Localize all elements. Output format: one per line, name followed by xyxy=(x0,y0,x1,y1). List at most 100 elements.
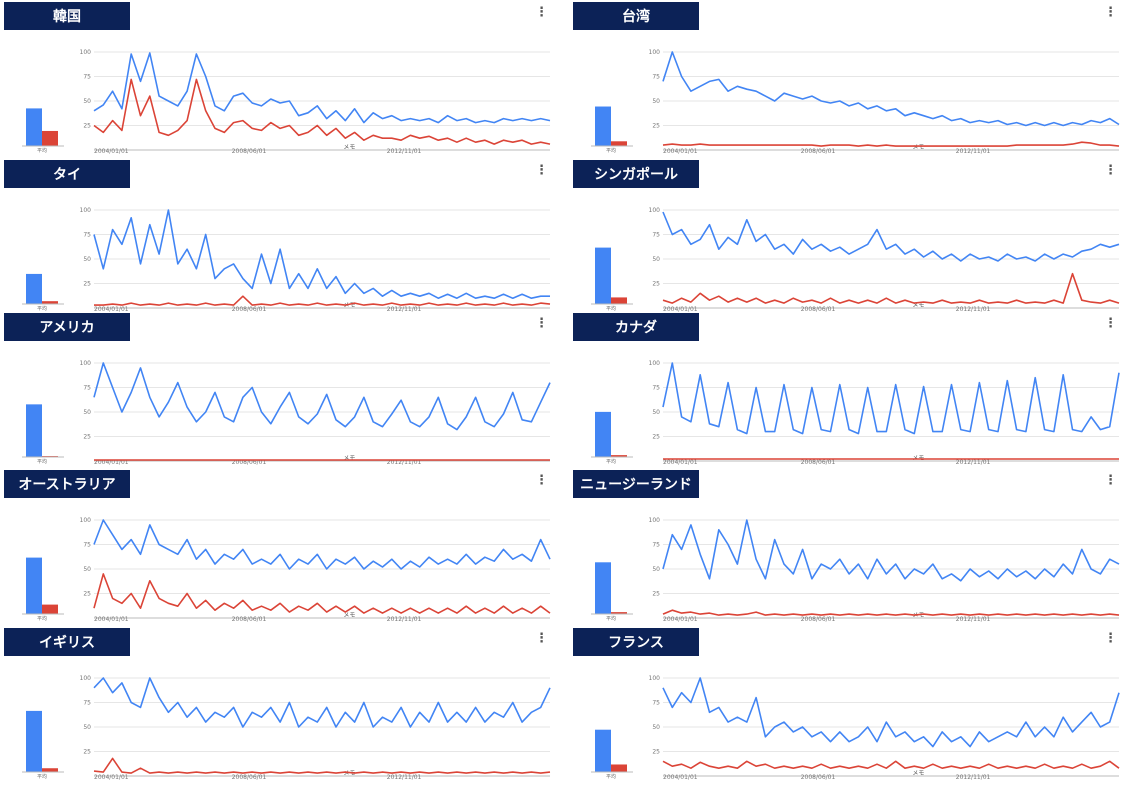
more-vert-icon[interactable]: ⋮ xyxy=(535,473,548,488)
more-vert-icon[interactable]: ⋮ xyxy=(535,316,548,331)
avg-label: 平均 xyxy=(606,147,616,154)
avg-bar-blue xyxy=(26,557,42,614)
x-tick-label: 2012/11/01 xyxy=(956,306,991,312)
chart-title: 韓国 xyxy=(4,2,130,30)
series-line-blue xyxy=(662,51,1120,127)
series-line-blue xyxy=(93,677,551,728)
series-line-red xyxy=(662,141,1120,147)
series-line-blue xyxy=(93,52,551,124)
y-tick-label: 100 xyxy=(80,360,92,367)
x-tick-label: 2004/01/01 xyxy=(94,306,129,312)
line-chart: 100 75 50 25 2004/01/01 2008/06/01 2012/11/01 メ… xyxy=(591,207,1120,312)
series-line-red xyxy=(93,573,551,614)
y-tick-label: 100 xyxy=(649,517,661,524)
memo-annotation: メモ xyxy=(912,144,924,151)
series-line-blue xyxy=(662,211,1120,262)
chart-title: ニュージーランド xyxy=(573,470,699,498)
x-tick-label: 2012/11/01 xyxy=(956,774,991,780)
avg-bar-red xyxy=(611,297,627,304)
x-tick-label: 2008/06/01 xyxy=(801,616,836,622)
x-tick-label: 2012/11/01 xyxy=(956,616,991,622)
avg-label: 平均 xyxy=(606,458,616,465)
x-tick-label: 2008/06/01 xyxy=(801,306,836,312)
x-tick-label: 2008/06/01 xyxy=(801,148,836,154)
avg-bar-red xyxy=(42,130,58,146)
y-tick-label: 25 xyxy=(652,749,660,756)
avg-bar-red xyxy=(42,768,58,772)
avg-bar-red xyxy=(611,612,627,614)
avg-label: 平均 xyxy=(606,773,616,780)
avg-label: 平均 xyxy=(37,147,47,154)
y-tick-label: 50 xyxy=(652,724,660,731)
y-tick-label: 50 xyxy=(652,98,660,105)
x-tick-label: 2012/11/01 xyxy=(956,459,991,465)
x-tick-label: 2004/01/01 xyxy=(94,148,129,154)
series-line-red xyxy=(662,760,1120,769)
y-tick-label: 100 xyxy=(649,675,661,682)
avg-label: 平均 xyxy=(606,305,616,312)
memo-annotation: メモ xyxy=(912,770,924,777)
x-tick-label: 2004/01/01 xyxy=(663,616,698,622)
x-tick-label: 2012/11/01 xyxy=(387,459,422,465)
y-tick-label: 75 xyxy=(83,700,91,707)
more-vert-icon[interactable]: ⋮ xyxy=(1104,163,1117,178)
avg-label: 平均 xyxy=(37,305,47,312)
x-tick-label: 2008/06/01 xyxy=(801,459,836,465)
chart-title: フランス xyxy=(573,628,699,656)
x-tick-label: 2008/06/01 xyxy=(232,306,267,312)
x-tick-label: 2008/06/01 xyxy=(232,774,267,780)
line-chart: 100 75 50 25 2004/01/01 2008/06/01 2012/11/01 メ… xyxy=(22,675,551,780)
y-tick-label: 25 xyxy=(652,281,660,288)
more-vert-icon[interactable]: ⋮ xyxy=(1104,5,1117,20)
x-tick-label: 2012/11/01 xyxy=(956,148,991,154)
x-tick-label: 2004/01/01 xyxy=(663,306,698,312)
series-line-red xyxy=(662,609,1120,616)
series-line-blue xyxy=(662,519,1120,582)
x-tick-label: 2008/06/01 xyxy=(232,616,267,622)
chart-panel-singapore: シンガポール ⋮ 100 75 50 25 2004/01/01 2008/06/01 2012… xyxy=(573,160,1129,312)
x-tick-label: 2012/11/01 xyxy=(387,616,422,622)
y-tick-label: 50 xyxy=(652,256,660,263)
more-vert-icon[interactable]: ⋮ xyxy=(535,631,548,646)
more-vert-icon[interactable]: ⋮ xyxy=(535,163,548,178)
y-tick-label: 25 xyxy=(652,434,660,441)
avg-bar-red xyxy=(42,604,58,614)
avg-label: 平均 xyxy=(37,615,47,622)
more-vert-icon[interactable]: ⋮ xyxy=(1104,631,1117,646)
chart-panel-korea: 韓国 ⋮ 100 75 50 25 2004/01/01 2008/06/01 2012/11/… xyxy=(4,2,560,154)
chart-title: シンガポール xyxy=(573,160,699,188)
x-tick-label: 2004/01/01 xyxy=(94,774,129,780)
more-vert-icon[interactable]: ⋮ xyxy=(1104,316,1117,331)
y-tick-label: 75 xyxy=(83,542,91,549)
y-tick-label: 25 xyxy=(83,749,91,756)
y-tick-label: 50 xyxy=(652,409,660,416)
chart-title: カナダ xyxy=(573,313,699,341)
y-tick-label: 50 xyxy=(83,409,91,416)
series-line-blue xyxy=(662,362,1120,435)
more-vert-icon[interactable]: ⋮ xyxy=(1104,473,1117,488)
y-tick-label: 75 xyxy=(652,542,660,549)
chart-title: オーストラリア xyxy=(4,470,130,498)
x-tick-label: 2004/01/01 xyxy=(94,459,129,465)
x-tick-label: 2004/01/01 xyxy=(663,774,698,780)
series-line-blue xyxy=(93,209,550,299)
avg-bar-red xyxy=(42,301,58,304)
avg-bar-blue xyxy=(595,106,611,146)
y-tick-label: 25 xyxy=(83,591,91,598)
y-tick-label: 100 xyxy=(80,207,92,214)
more-vert-icon[interactable]: ⋮ xyxy=(535,5,548,20)
y-tick-label: 50 xyxy=(83,98,91,105)
memo-annotation: メモ xyxy=(343,612,355,619)
y-tick-label: 25 xyxy=(83,281,91,288)
line-chart: 100 75 50 25 2004/01/01 2008/06/01 2012/11/01 メ… xyxy=(22,517,551,622)
chart-title: タイ xyxy=(4,160,130,188)
y-tick-label: 25 xyxy=(83,434,91,441)
avg-bar-blue xyxy=(595,562,611,614)
y-tick-label: 75 xyxy=(83,232,91,239)
y-tick-label: 100 xyxy=(649,360,661,367)
avg-bar-blue xyxy=(26,108,42,146)
memo-annotation: メモ xyxy=(343,144,355,151)
chart-panel-france: フランス ⋮ 100 75 50 25 2004/01/01 2008/06/01 2012/1… xyxy=(573,628,1129,780)
x-tick-label: 2008/06/01 xyxy=(801,774,836,780)
y-tick-label: 100 xyxy=(80,49,92,56)
